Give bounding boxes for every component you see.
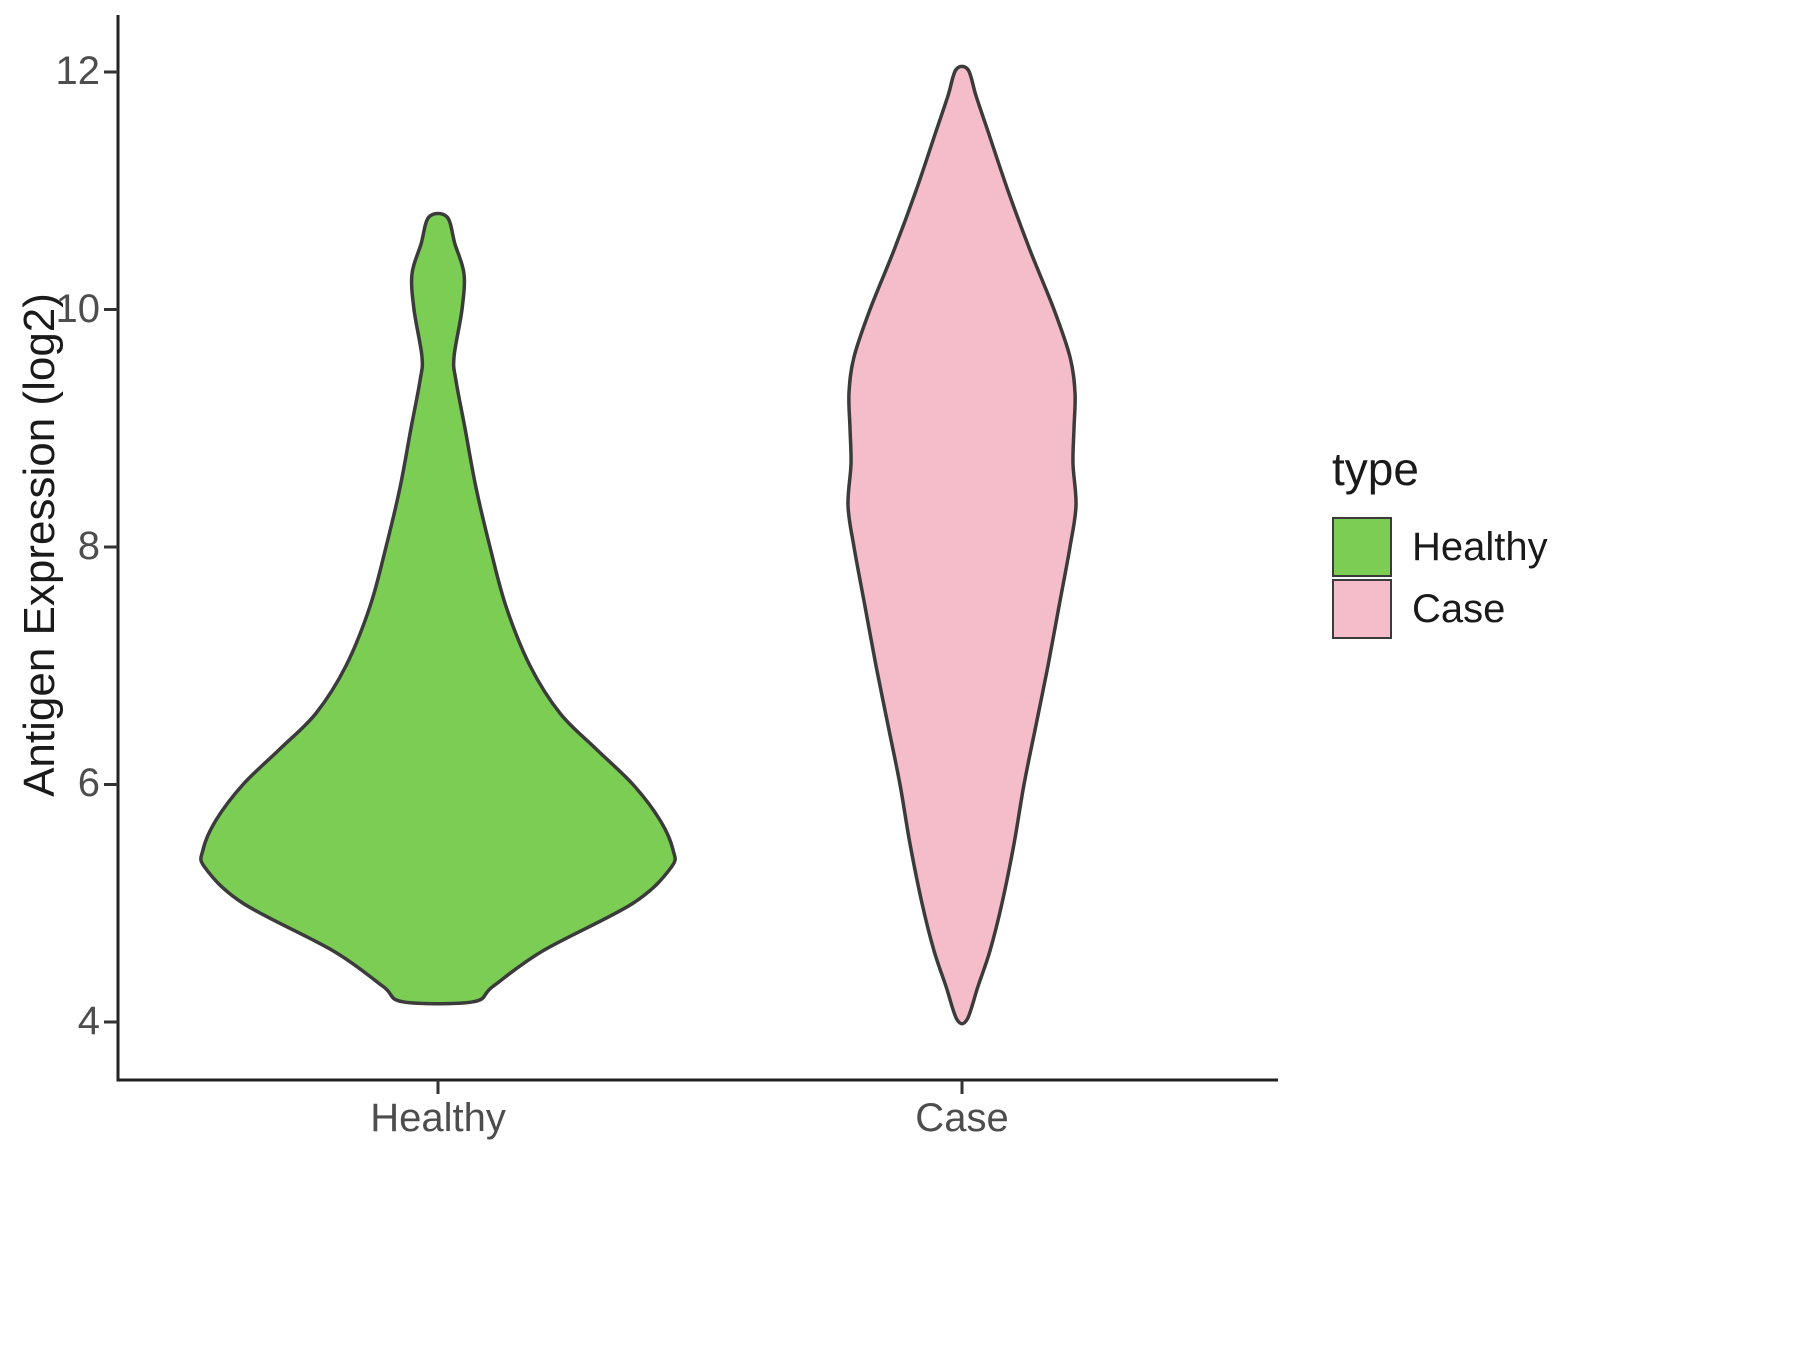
y-tick-label-6: 6 — [77, 761, 100, 806]
legend-label-case: Case — [1412, 587, 1506, 631]
x-tick-label-case: Case — [915, 1096, 1009, 1140]
y-tick-label-8: 8 — [77, 524, 100, 569]
legend-entry-healthy: Healthy — [1332, 516, 1548, 578]
violin-healthy — [199, 211, 677, 1006]
y-tick-label-4: 4 — [77, 999, 100, 1044]
y-tick-label-10: 10 — [55, 287, 101, 332]
legend-label-healthy: Healthy — [1412, 525, 1548, 569]
x-tick-label-healthy: Healthy — [370, 1096, 506, 1140]
legend-swatch-case — [1332, 579, 1392, 639]
legend-title: type — [1332, 443, 1419, 495]
violin-case — [846, 64, 1078, 1026]
y-tick-label-12: 12 — [55, 49, 101, 94]
legend-entry-case: Case — [1332, 578, 1548, 640]
legend: type Healthy Case — [1332, 442, 1548, 640]
legend-swatch-healthy — [1332, 517, 1392, 577]
